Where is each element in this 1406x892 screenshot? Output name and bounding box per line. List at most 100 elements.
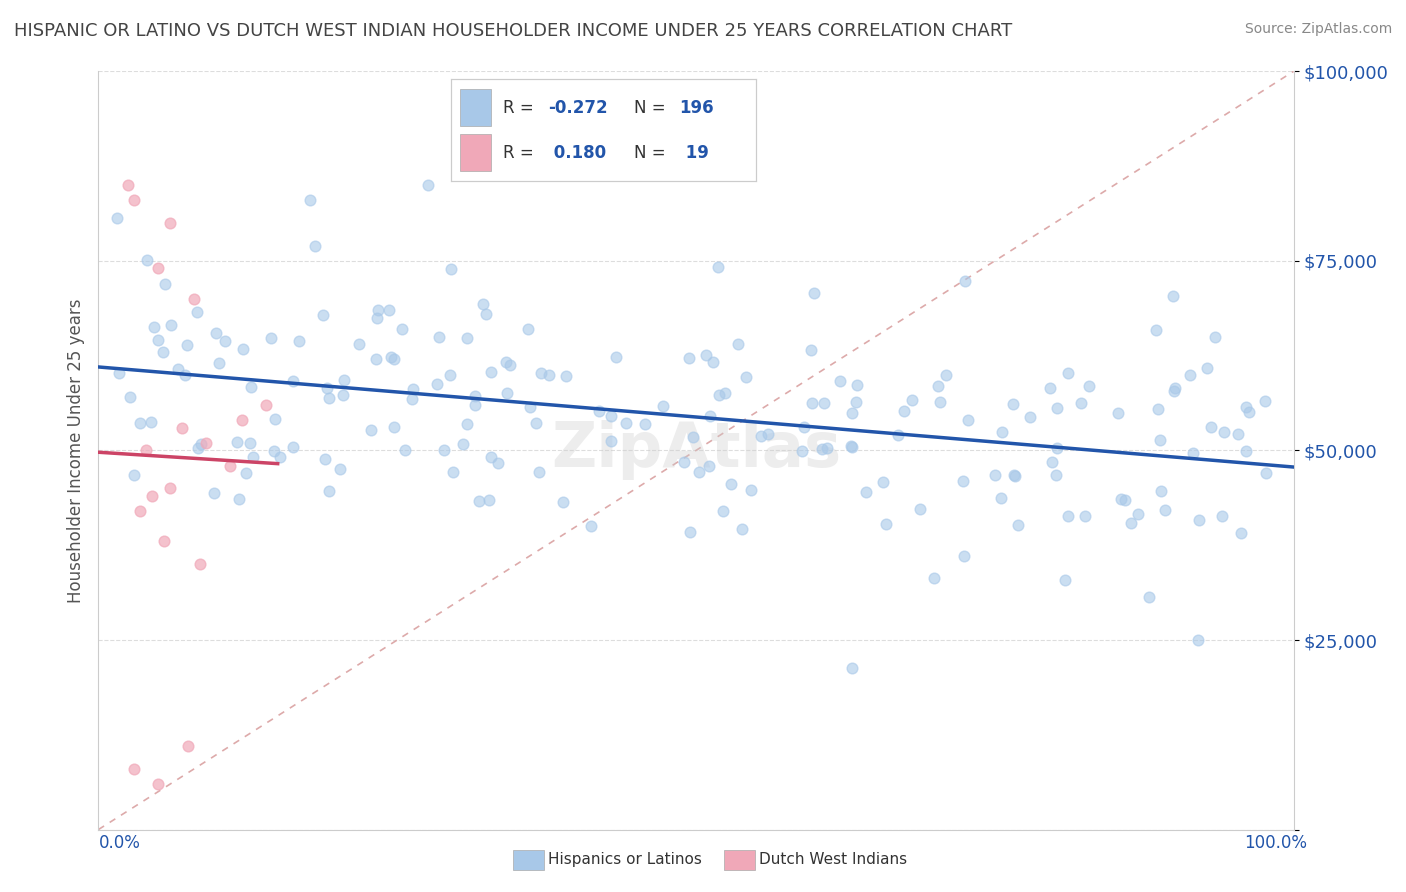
Point xyxy=(148,261,170,276)
Point xyxy=(886,428,908,442)
Point xyxy=(1019,409,1042,424)
Point xyxy=(304,239,326,253)
Point xyxy=(299,193,322,207)
Point xyxy=(1109,492,1132,507)
Point xyxy=(187,441,209,455)
Point xyxy=(1114,492,1136,507)
Point xyxy=(183,292,205,306)
Point xyxy=(499,358,522,372)
Point xyxy=(451,436,474,450)
Point xyxy=(281,440,304,454)
Point xyxy=(118,390,141,404)
Point xyxy=(830,374,852,388)
Point xyxy=(481,365,503,379)
Point xyxy=(1149,433,1171,447)
Text: HISPANIC OR LATINO VS DUTCH WEST INDIAN HOUSEHOLDER INCOME UNDER 25 YEARS CORREL: HISPANIC OR LATINO VS DUTCH WEST INDIAN … xyxy=(14,22,1012,40)
Point xyxy=(720,477,742,491)
Point xyxy=(1234,443,1257,458)
Point xyxy=(264,412,287,426)
Point xyxy=(749,429,772,443)
Point xyxy=(855,484,877,499)
Point xyxy=(554,369,576,384)
Point xyxy=(471,297,494,311)
Point xyxy=(167,362,190,376)
Point xyxy=(172,421,194,435)
Point xyxy=(225,434,247,449)
Point xyxy=(205,326,228,340)
Point xyxy=(727,337,749,351)
Point xyxy=(288,334,311,349)
Point xyxy=(495,355,517,369)
Point xyxy=(177,739,200,753)
Point xyxy=(391,322,413,336)
Point xyxy=(382,352,405,367)
Point xyxy=(1182,445,1205,459)
Point xyxy=(105,211,128,225)
Point xyxy=(1045,468,1067,483)
Point xyxy=(841,660,863,674)
Point xyxy=(756,427,779,442)
Point xyxy=(429,329,451,343)
Point xyxy=(1074,509,1097,524)
Point xyxy=(281,374,304,388)
Point xyxy=(1256,467,1278,481)
Point xyxy=(441,465,464,479)
Point xyxy=(329,462,352,476)
Point xyxy=(135,443,157,458)
Point xyxy=(652,399,675,413)
Point xyxy=(377,303,399,318)
Point xyxy=(1119,516,1142,530)
Point xyxy=(464,389,486,403)
Point xyxy=(142,320,165,334)
Point xyxy=(1237,405,1260,419)
Point xyxy=(953,549,976,563)
Point xyxy=(1126,507,1149,521)
Point xyxy=(1002,468,1025,483)
Point xyxy=(231,413,253,427)
Point xyxy=(219,458,242,473)
Point xyxy=(935,368,957,382)
Point xyxy=(991,425,1014,439)
Point xyxy=(711,504,734,518)
Point xyxy=(928,394,950,409)
Point xyxy=(1154,503,1177,517)
Point xyxy=(235,467,257,481)
Point xyxy=(952,474,974,488)
Point xyxy=(394,442,416,457)
Point xyxy=(1199,419,1222,434)
Point xyxy=(1204,330,1226,344)
Text: Dutch West Indians: Dutch West Indians xyxy=(759,853,907,867)
Point xyxy=(239,436,262,450)
Point xyxy=(228,491,250,506)
Point xyxy=(927,379,949,393)
Point xyxy=(697,459,720,474)
Point xyxy=(800,343,823,357)
Point xyxy=(600,434,623,448)
Point xyxy=(815,441,838,455)
Point xyxy=(1077,379,1099,393)
Point xyxy=(530,366,553,380)
Point xyxy=(208,356,231,370)
Point xyxy=(315,381,337,395)
Point xyxy=(679,524,702,539)
Point xyxy=(579,519,602,533)
Point xyxy=(195,435,218,450)
Point xyxy=(841,406,863,420)
Point xyxy=(486,456,509,470)
Point xyxy=(800,396,823,410)
Point xyxy=(688,466,710,480)
Point xyxy=(139,415,162,429)
Point xyxy=(190,436,212,450)
Point xyxy=(214,334,236,349)
Point xyxy=(1163,288,1185,302)
Point xyxy=(467,493,489,508)
Point xyxy=(984,468,1007,483)
Point xyxy=(731,522,754,536)
Point xyxy=(364,352,387,367)
Point xyxy=(173,368,195,383)
Point xyxy=(846,378,869,392)
Point xyxy=(695,348,717,362)
Text: ZipAtlas: ZipAtlas xyxy=(551,420,841,481)
Point xyxy=(418,178,440,192)
Point xyxy=(475,307,498,321)
